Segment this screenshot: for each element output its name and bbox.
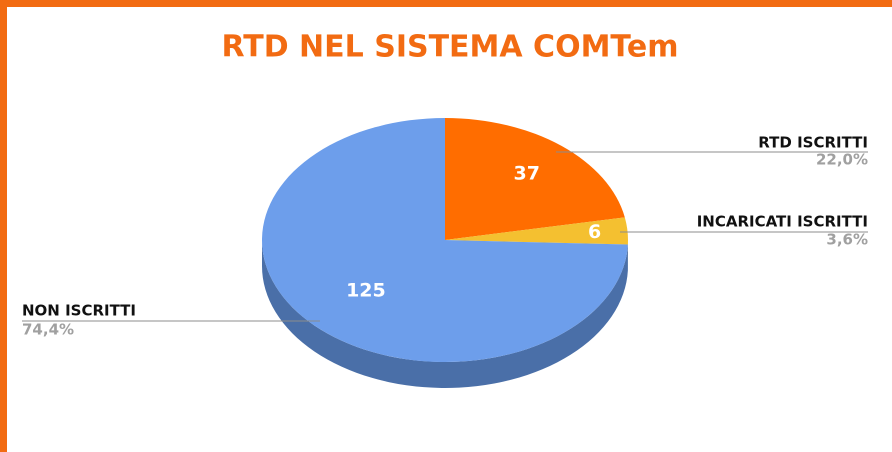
category-label: INCARICATI ISCRITTI: [697, 213, 868, 231]
category-label: RTD ISCRITTI: [758, 134, 868, 152]
percent-label: 22,0%: [816, 151, 868, 169]
percent-label: 74,4%: [22, 321, 74, 339]
pie-slice: [445, 118, 625, 240]
pie-side: [262, 240, 628, 388]
category-label: NON ISCRITTI: [22, 302, 136, 320]
pie-slice: [445, 217, 628, 245]
top-border: [0, 0, 892, 7]
pie-slice: [261, 118, 628, 362]
percent-label: 3,6%: [826, 231, 868, 249]
left-border: [0, 0, 7, 452]
chart-title: RTD NEL SISTEMA COMTem: [221, 30, 678, 65]
data-label: 6: [588, 221, 601, 243]
data-label: 37: [514, 163, 540, 185]
data-label: 125: [346, 279, 386, 301]
